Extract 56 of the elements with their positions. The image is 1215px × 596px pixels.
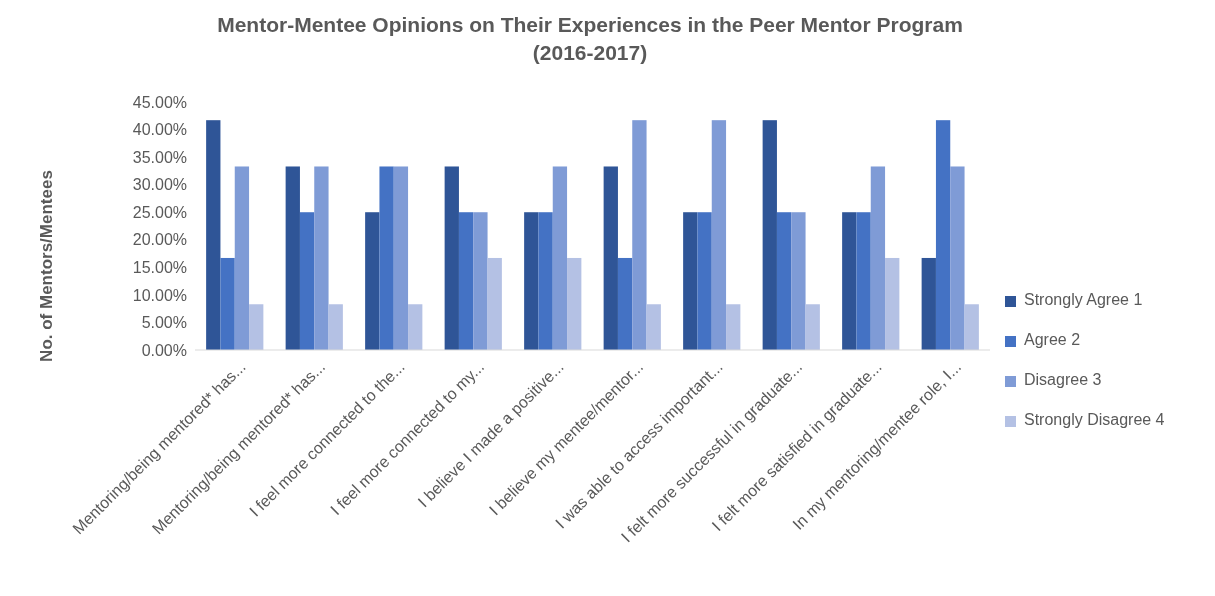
bar [603,166,618,350]
bar [935,120,951,350]
bar [726,304,741,350]
bar [365,212,380,350]
bar [487,257,502,350]
y-tick-label: 0.00% [141,341,187,359]
bar [950,166,965,350]
bar [885,257,900,350]
bar [552,166,568,350]
bar [791,212,806,350]
bar [711,120,727,350]
chart-title: Mentor-Mentee Opinions on Their Experiences in the Peer Mentor Program (2016-2017) [217,13,963,64]
bar [285,166,300,350]
y-tick-label: 10.00% [132,286,187,304]
legend-label: Disagree 3 [1024,371,1102,388]
bar [444,166,459,350]
bar [805,304,820,350]
y-tick-label: 40.00% [132,121,187,139]
bar [234,166,250,350]
y-tick-label: 30.00% [132,176,187,194]
bar [683,212,698,350]
y-tick-label: 45.00% [132,93,187,111]
bar [299,212,315,350]
y-tick-label: 15.00% [132,258,187,276]
bar [567,257,582,350]
bar [964,304,979,350]
y-tick-label: 20.00% [132,231,187,249]
bar [314,166,329,350]
bar [632,120,647,350]
bar [870,166,886,350]
bar [220,257,235,350]
bar [646,304,661,350]
bar [524,212,539,350]
bar [408,304,423,350]
y-tick-label: 35.00% [132,148,187,166]
legend-label: Strongly Agree 1 [1024,291,1143,308]
legend-label: Strongly Disagree 4 [1024,411,1165,428]
bar [473,212,488,350]
bar [856,212,871,350]
bar [617,257,633,350]
bar [393,166,409,350]
bar [697,212,712,350]
bar [328,304,343,350]
bar [379,166,394,350]
y-tick-label: 5.00% [141,314,187,332]
bar [842,212,857,350]
bar [776,212,792,350]
legend-label: Agree 2 [1024,331,1081,348]
y-tick-label: 25.00% [132,203,187,221]
bar [762,120,777,350]
bar [921,257,936,350]
bar [206,120,221,350]
bar [249,304,264,350]
y-axis-title: No. of Mentors/Mentees [37,170,56,362]
bar [538,212,553,350]
bar [458,212,474,350]
